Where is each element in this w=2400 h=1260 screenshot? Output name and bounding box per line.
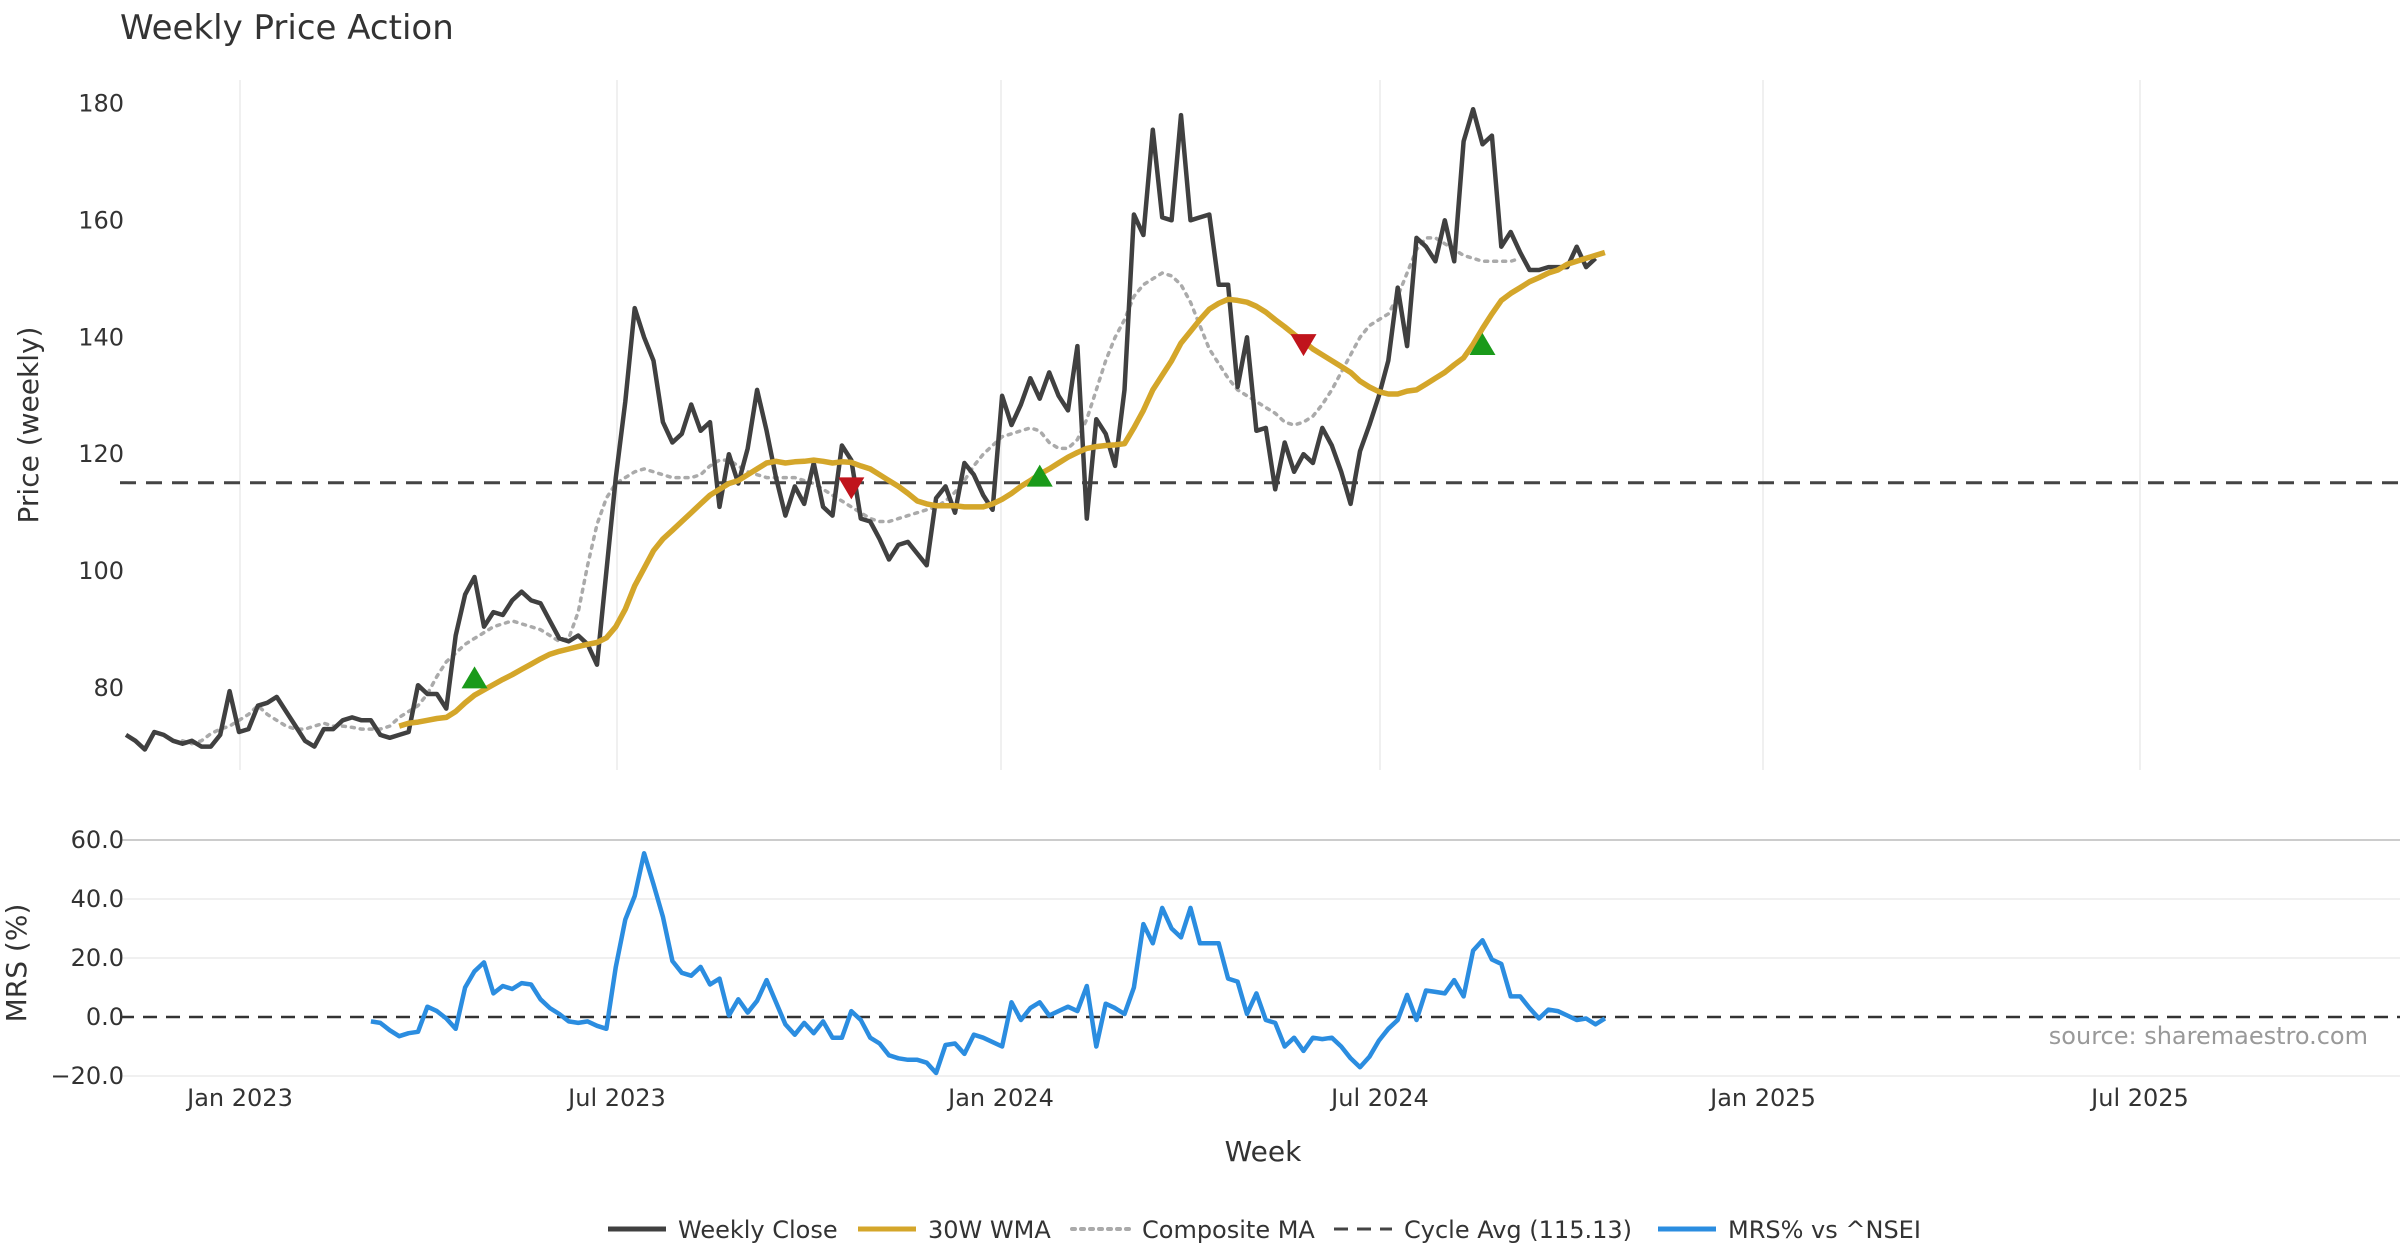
price-y-tick-4: 160: [78, 206, 124, 234]
sell-signal-marker-3: [1290, 334, 1317, 357]
price-y-tick-2: 120: [78, 440, 124, 468]
price-y-ticks: 80 100 120 140 160 180: [78, 89, 124, 702]
mrs-y-tick-4: −20.0: [50, 1062, 124, 1090]
x-ticks: Jan 2023 Jul 2023 Jan 2024 Jul 2024 Jan 2025…: [185, 1084, 2189, 1112]
legend-label-close: Weekly Close: [678, 1216, 838, 1244]
price-y-tick-5: 180: [78, 89, 124, 117]
x-axis-label: Week: [1225, 1135, 1302, 1168]
composite-ma-line: [180, 236, 1522, 746]
legend-label-cycle: Cycle Avg (115.13): [1404, 1216, 1632, 1244]
mrs-y-tick-1: 40.0: [71, 885, 124, 913]
mrs-y-ticks: 60.0 40.0 20.0 0.0 −20.0: [50, 826, 124, 1090]
mrs-line: [370, 851, 1607, 1076]
x-tick-4: Jan 2025: [1708, 1084, 1816, 1112]
x-tick-2: Jan 2024: [946, 1084, 1054, 1112]
buy-signal-marker-4: [1469, 333, 1496, 356]
wma-30w-line: [398, 249, 1606, 729]
mrs-y-axis-label: MRS (%): [0, 904, 33, 1023]
legend-label-wma: 30W WMA: [928, 1216, 1051, 1244]
price-y-tick-3: 140: [78, 323, 124, 351]
x-tick-0: Jan 2023: [185, 1084, 293, 1112]
buy-signal-marker-2: [1026, 464, 1053, 487]
signal-markers: [461, 333, 1496, 689]
mrs-series-group: [120, 851, 2400, 1076]
x-tick-1: Jul 2023: [566, 1084, 666, 1112]
legend-label-mrs: MRS% vs ^NSEI: [1728, 1216, 1921, 1244]
sell-signal-marker-1: [838, 477, 865, 500]
weekly-close-line: [124, 106, 1598, 752]
price-y-tick-0: 80: [93, 674, 124, 702]
legend-label-composite: Composite MA: [1142, 1216, 1315, 1244]
buy-signal-marker-0: [461, 666, 488, 689]
x-tick-5: Jul 2025: [2089, 1084, 2189, 1112]
chart-title: Weekly Price Action: [120, 8, 454, 48]
mrs-y-tick-0: 60.0: [71, 826, 124, 854]
legend: Weekly Close 30W WMA Composite MA Cycle Avg…: [608, 1216, 1921, 1244]
mrs-gridlines: [120, 839, 2400, 1077]
mrs-y-tick-2: 20.0: [71, 944, 124, 972]
price-y-axis-label: Price (weekly): [12, 327, 45, 524]
mrs-y-tick-3: 0.0: [86, 1003, 124, 1031]
x-tick-3: Jul 2024: [1329, 1084, 1429, 1112]
price-series-group: [120, 106, 2400, 752]
source-annotation: source: sharemaestro.com: [2049, 1022, 2368, 1050]
price-y-tick-1: 100: [78, 557, 124, 585]
